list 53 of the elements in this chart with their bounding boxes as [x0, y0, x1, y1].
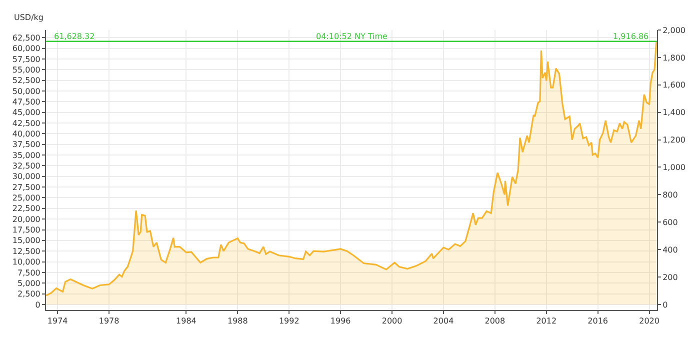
- x-tick-label: 1974: [47, 316, 68, 326]
- x-tick-label: 2012: [536, 316, 557, 326]
- y-tick-label: 5,000: [17, 278, 40, 288]
- y2-tick-label: 1,400: [662, 108, 686, 118]
- x-tick-label: 2008: [484, 316, 506, 326]
- y2-tick-label: 1,000: [662, 163, 686, 172]
- x-tick-label: 1984: [176, 316, 196, 326]
- x-tick-label: 2004: [433, 316, 454, 326]
- y-tick-label: 12,500: [12, 246, 40, 256]
- y-tick-label: 32,500: [12, 162, 40, 171]
- y-tick-label: 30,000: [12, 172, 40, 182]
- y-tick-label: 0: [35, 300, 40, 310]
- y2-tick-label: 200: [662, 272, 678, 282]
- y-tick-label: 50,000: [12, 86, 40, 96]
- y-axis-title: USD/kg: [14, 13, 44, 22]
- x-tick-label: 1992: [278, 316, 300, 326]
- y2-tick-label: 2,000: [662, 26, 686, 35]
- annotation: 04:10:52 NY Time: [316, 32, 388, 41]
- y-tick-label: 2,500: [17, 290, 40, 299]
- y-tick-label: 40,000: [12, 130, 40, 139]
- y-tick-label: 25,000: [12, 194, 40, 203]
- y-tick-label: 55,000: [12, 66, 40, 74]
- y-tick-label: 52,500: [12, 76, 40, 86]
- y2-tick-label: 1,600: [662, 80, 686, 90]
- x-tick-label: 2016: [588, 316, 608, 326]
- x-tick-label: 2020: [639, 316, 660, 326]
- y-tick-label: 10,000: [12, 258, 40, 267]
- y-tick-label: 7,500: [17, 268, 40, 278]
- annotation: 1,916.86: [613, 32, 649, 41]
- y-tick-label: 47,500: [12, 98, 40, 107]
- x-tick-label: 1978: [98, 316, 120, 326]
- y-tick-label: 37,500: [12, 140, 40, 150]
- x-tick-label: 1988: [227, 316, 248, 326]
- y-tick-label: 17,500: [12, 226, 40, 235]
- y-tick-label: 62,500: [12, 33, 40, 42]
- y-tick-label: 60,000: [12, 44, 40, 54]
- y-tick-label: 57,500: [12, 54, 40, 64]
- y-tick-label: 20,000: [12, 214, 40, 224]
- ref-line-label: 61,628.32: [54, 32, 95, 41]
- x-tick-label: 2000: [382, 316, 402, 326]
- y-tick-label: 45,000: [12, 108, 40, 118]
- y-tick-label: 27,500: [12, 182, 40, 192]
- y2-tick-label: 1,800: [662, 53, 686, 62]
- y-tick-label: 22,500: [12, 204, 40, 214]
- y2-tick-label: 400: [662, 245, 678, 254]
- y-tick-label: 35,000: [12, 150, 40, 160]
- y2-tick-label: 600: [662, 218, 678, 227]
- y-tick-label: 42,500: [12, 118, 40, 128]
- x-tick-label: 1996: [330, 316, 351, 326]
- y2-tick-label: 0: [662, 300, 668, 310]
- y2-tick-label: 1,200: [662, 136, 686, 145]
- y-tick-label: 15,000: [12, 236, 40, 246]
- y2-tick-label: 800: [662, 190, 678, 200]
